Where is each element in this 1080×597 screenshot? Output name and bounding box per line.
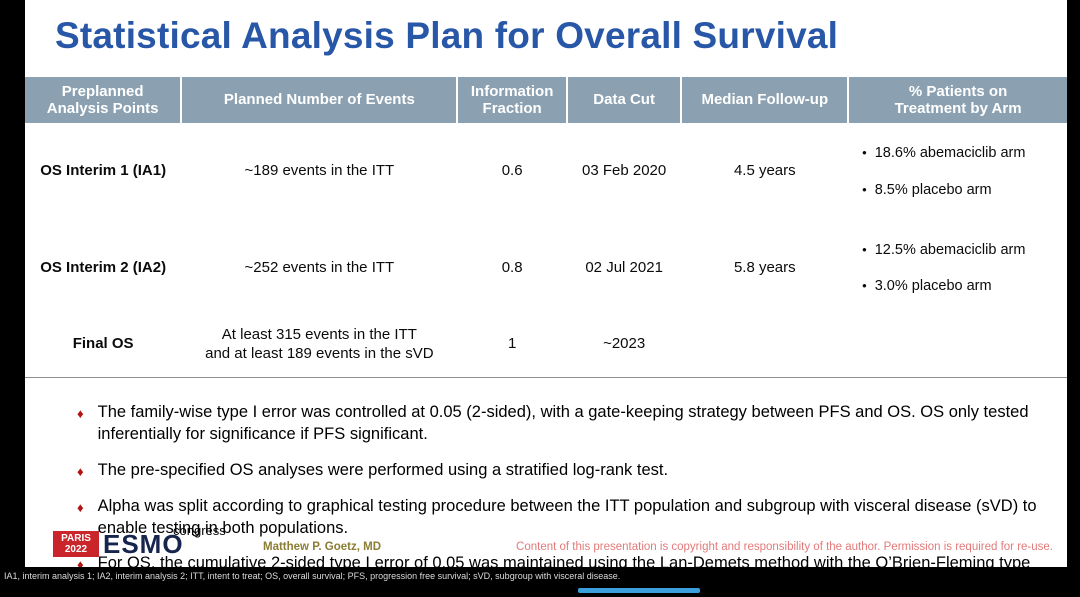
note-item: ♦ Alpha was split according to graphical… (77, 496, 1039, 540)
paris-2022-badge: PARIS 2022 (53, 531, 99, 557)
treatment-arm-text: 3.0% placebo arm (874, 278, 992, 295)
cell-analysis-point: OS Interim 1 (IA1) (40, 162, 167, 180)
cell-data-cut: ~2023 (603, 335, 646, 353)
treatment-arm-item: • 3.0% placebo arm (862, 277, 1061, 295)
note-text: The pre-specified OS analyses were perfo… (97, 460, 669, 479)
esmo-wordmark: ESMO (103, 529, 184, 559)
cell-data-cut: 03 Feb 2020 (582, 162, 667, 180)
diamond-bullet-icon: ♦ (77, 499, 84, 515)
diamond-bullet-icon: ♦ (77, 405, 84, 421)
note-text: Alpha was split according to graphical t… (97, 496, 1037, 537)
cell-information-fraction: 1 (507, 335, 517, 353)
abbreviations-bar: IA1, interim analysis 1; IA2, interim an… (0, 567, 1080, 586)
video-player-strip (0, 586, 1080, 594)
table-row-os-interim-1: OS Interim 1 (IA1) ~189 events in the IT… (25, 123, 1067, 220)
column-header-data-cut: Data Cut (565, 77, 682, 124)
video-progress-bar[interactable] (578, 588, 700, 593)
treatment-arm-item: • 18.6% abemaciclib arm (862, 144, 1061, 162)
cell-treatment-by-arm: • 12.5% abemaciclib arm • 3.0% placebo arm (848, 220, 1067, 317)
cell-treatment-by-arm: • 18.6% abemaciclib arm • 8.5% placebo arm (848, 123, 1067, 220)
table-row-final-os: Final OS At least 315 events in the ITT … (25, 317, 1067, 373)
paris-label: PARIS (61, 532, 91, 544)
cell-analysis-point: Final OS (72, 335, 134, 353)
cell-median-follow-up: 5.8 years (733, 259, 796, 276)
column-header-information-fraction: Information Fraction (456, 77, 567, 124)
diamond-bullet-icon: ♦ (77, 463, 84, 479)
treatment-arm-item: • 8.5% placebo arm (862, 181, 1061, 199)
cell-information-fraction: 0.6 (501, 162, 523, 180)
note-item: ♦ The pre-specified OS analyses were per… (77, 460, 1039, 482)
year-label: 2022 (64, 544, 88, 555)
copyright-notice: Content of this presentation is copyrigh… (516, 541, 1053, 553)
column-header-planned-number-of-events: Planned Number of Events (180, 77, 458, 124)
cell-planned-events: ~252 events in the ITT (244, 259, 395, 276)
esmo-congress-logo: PARIS 2022 ESMO congress (53, 523, 263, 559)
cell-planned-events: ~189 events in the ITT (244, 162, 395, 180)
cell-information-fraction: 0.8 (501, 259, 523, 276)
cell-treatment-by-arm (848, 317, 1067, 373)
treatment-arm-item: • 12.5% abemaciclib arm (862, 241, 1061, 259)
diamond-bullet-icon: ♦ (77, 557, 84, 573)
note-item: ♦ The family-wise type I error was contr… (77, 402, 1039, 446)
column-header-median-follow-up: Median Follow-up (680, 77, 849, 124)
cell-planned-events: At least 315 events in the ITT and at le… (205, 326, 434, 362)
cell-median-follow-up: 4.5 years (733, 162, 796, 180)
slide: Statistical Analysis Plan for Overall Su… (25, 0, 1067, 594)
bullet-dot-icon: • (862, 145, 867, 161)
cell-data-cut: 02 Jul 2021 (585, 259, 663, 276)
analysis-table: Preplanned Analysis Points Planned Numbe… (25, 77, 1067, 373)
table-row-os-interim-2: OS Interim 2 (IA2) ~252 events in the IT… (25, 220, 1067, 317)
column-header-preplanned-analysis-points: Preplanned Analysis Points (25, 77, 182, 124)
treatment-arm-text: 18.6% abemaciclib arm (874, 145, 1026, 162)
cell-median-follow-up (681, 317, 848, 373)
slide-footer: PARIS 2022 ESMO congress Matthew P. Goet… (25, 523, 1067, 561)
slide-title: Statistical Analysis Plan for Overall Su… (55, 15, 839, 56)
cell-analysis-point: OS Interim 2 (IA2) (40, 259, 167, 276)
congress-label: congress (173, 523, 226, 538)
column-header-percent-patients-on-treatment: % Patients on Treatment by Arm (847, 77, 1067, 124)
treatment-arm-text: 8.5% placebo arm (874, 181, 992, 198)
author-name: Matthew P. Goetz, MD (263, 541, 381, 553)
bullet-dot-icon: • (862, 278, 867, 294)
table-header-row: Preplanned Analysis Points Planned Numbe… (25, 77, 1067, 124)
section-divider (25, 376, 1067, 378)
bullet-dot-icon: • (862, 242, 867, 258)
abbreviations-text: IA1, interim analysis 1; IA2, interim an… (4, 571, 621, 581)
bullet-dot-icon: • (862, 181, 867, 197)
note-text: The family-wise type I error was control… (97, 402, 1029, 443)
treatment-arm-text: 12.5% abemaciclib arm (874, 242, 1026, 259)
